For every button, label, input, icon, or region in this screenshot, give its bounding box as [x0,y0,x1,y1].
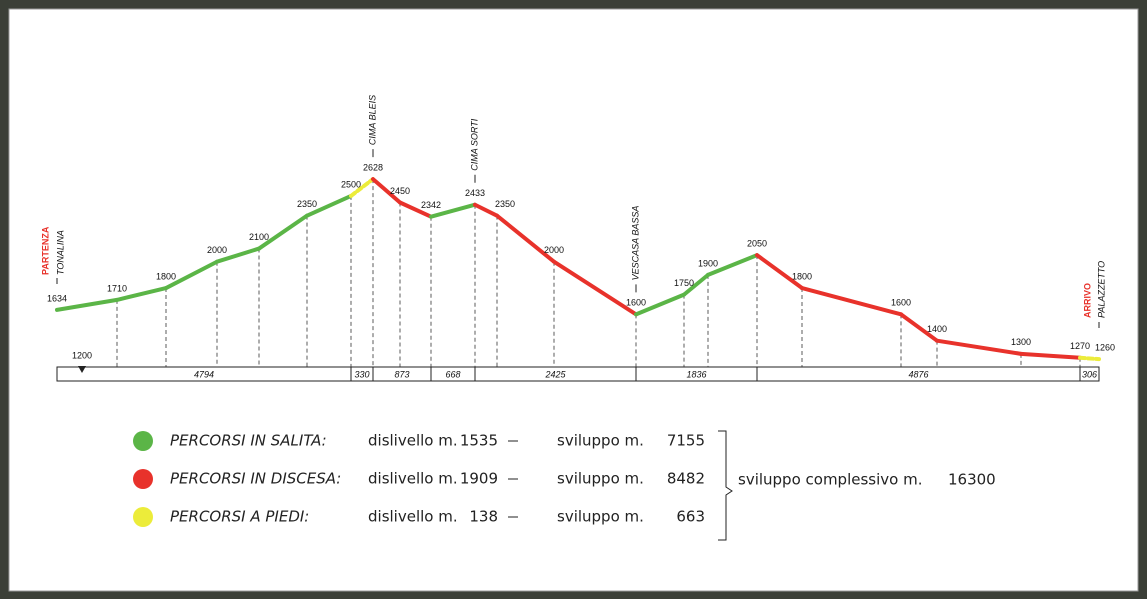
legend-label: PERCORSI IN SALITA: [170,432,327,450]
elevation-label: 1900 [698,258,718,268]
elevation-label: 1300 [1011,337,1031,347]
profile-panel: 1200 sviluppo complessivo m. 16300 1634 1… [0,0,1147,595]
legend-label: PERCORSI IN DISCESA: [170,470,341,488]
elevation-label: 2050 [747,239,767,249]
legend-dot [133,431,153,451]
peak-name: VESCASA BASSA [630,206,640,281]
elevation-label: 1710 [107,283,127,293]
elevation-label: 1400 [927,324,947,334]
elevation-label: 2500 [341,179,361,189]
elevation-label: 2628 [363,162,383,172]
elevation-label: 1260 [1095,342,1115,352]
elevation-label: 1600 [626,298,646,308]
legend-dot [133,469,153,489]
legend-climb: 1909 [460,470,498,488]
distance-label: 1836 [686,369,706,379]
total-text: sviluppo complessivo m. [738,471,922,489]
legend-length-text: sviluppo m. [557,470,644,488]
elevation-label: 2100 [249,232,269,242]
distance-label: 873 [394,369,409,379]
legend-length: 8482 [667,470,705,488]
distance-label: 330 [354,369,369,379]
distance-label: 2425 [544,369,566,379]
legend-label: PERCORSI A PIEDI: [170,508,309,526]
elevation-label: 2000 [207,245,227,255]
start-label: PARTENZA [40,226,50,275]
panel [9,9,1138,591]
distance-label: 4876 [908,369,928,379]
legend-length: 7155 [667,432,705,450]
elevation-label: 2450 [390,186,410,196]
elevation-label: 1800 [792,271,812,281]
elevation-label: 1750 [674,278,694,288]
legend-climb: 138 [469,508,498,526]
elevation-label: 2350 [495,199,515,209]
legend-climb-text: dislivello m. [368,470,458,488]
legend-length: 663 [676,508,705,526]
profile-segment [1080,358,1099,359]
elevation-label: 2000 [544,245,564,255]
end-label: ARRIVO [1082,283,1092,318]
legend-climb-text: dislivello m. [368,508,458,526]
distance-label: 668 [445,369,460,379]
elevation-label: 2433 [465,188,485,198]
elevation-label: 1600 [891,298,911,308]
legend-length-text: sviluppo m. [557,432,644,450]
legend-length-text: sviluppo m. [557,508,644,526]
legend-climb: 1535 [460,432,498,450]
legend-dot [133,507,153,527]
distance-label: 306 [1082,369,1097,379]
legend-climb-text: dislivello m. [368,432,458,450]
peak-name: CIMA BLEIS [367,95,377,145]
elevation-label: 1270 [1070,341,1090,351]
start-place: TONALINA [55,230,65,275]
elevation-label: 1634 [47,293,67,303]
elevation-label: 1800 [156,271,176,281]
elevation-label: 2342 [421,200,441,210]
distance-label: 4794 [194,369,214,379]
end-place: PALAZZETTO [1096,261,1106,318]
peak-name: CIMA SORTI [469,118,479,171]
elevation-label: 2350 [297,199,317,209]
total-value: 16300 [948,471,996,489]
base-label: 1200 [72,350,92,360]
